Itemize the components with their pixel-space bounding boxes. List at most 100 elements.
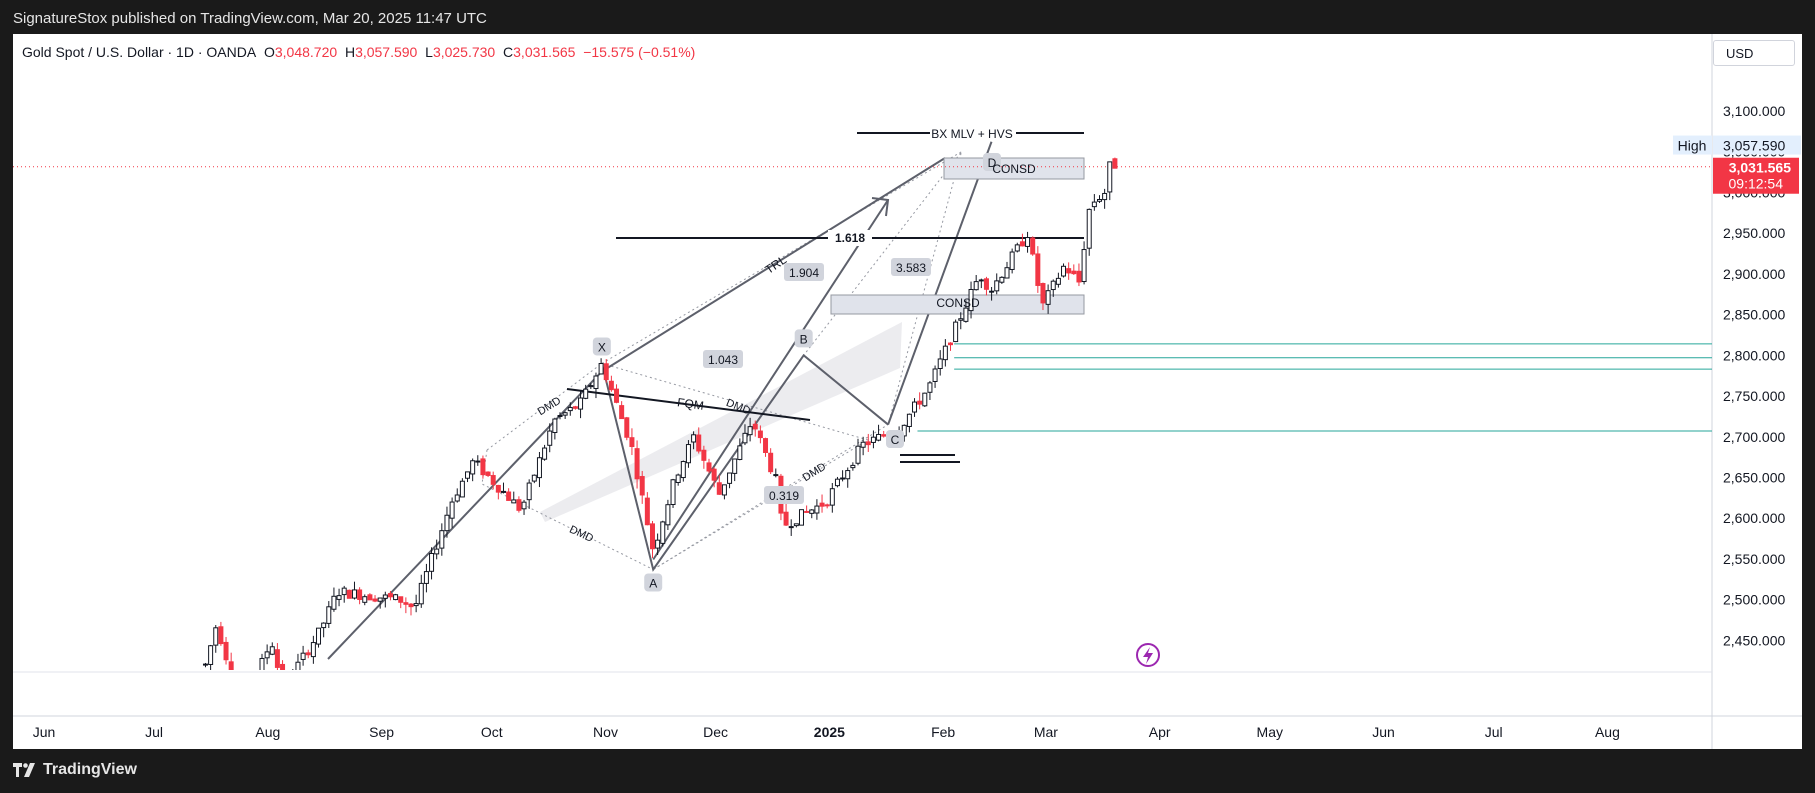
consd-box-mid[interactable] (830, 294, 1085, 315)
candle-up (953, 321, 959, 343)
candle-up (732, 458, 738, 474)
candle-up (1096, 199, 1102, 202)
candle-up (511, 499, 517, 504)
bx-label-bg (930, 124, 1016, 141)
candle-up (845, 470, 851, 480)
candle-up (665, 504, 671, 526)
candle-up (747, 426, 753, 436)
candle-down (701, 449, 707, 461)
candle-up (1009, 251, 1015, 270)
candle-down (716, 482, 722, 495)
candle-down (1019, 241, 1025, 247)
candle-up (901, 424, 907, 437)
candle-up (316, 627, 322, 645)
candle-up (264, 651, 270, 659)
xabc-legs (600, 353, 889, 572)
publish-header: SignatureStox published on TradingView.c… (0, 0, 1815, 34)
candle-up (855, 445, 861, 464)
candle-up (1045, 290, 1051, 305)
candle-up (912, 401, 918, 413)
candle-up (269, 646, 275, 655)
candle-up (255, 677, 259, 690)
pattern-point-badge[interactable] (592, 337, 611, 356)
candle-down (603, 363, 609, 381)
trend-line-lower (327, 370, 603, 660)
candle-up (1091, 201, 1097, 208)
pattern-point-label: A (649, 577, 657, 591)
x-tick-label: Jul (145, 724, 163, 740)
plot-area[interactable]: X A B C D 1.904 3.583 1.043 0.319 BX MLV + HVS CON… (13, 124, 1712, 711)
candle-up (721, 484, 727, 496)
high-value-bg (1713, 135, 1801, 155)
candle-down (398, 596, 404, 603)
y-tick-label: 2,700.000 (1723, 429, 1785, 445)
candle-down (387, 593, 393, 598)
candle-up (213, 627, 219, 646)
x-tick-label: Feb (931, 724, 955, 740)
candle-up (526, 482, 532, 501)
candle-up (937, 358, 943, 370)
cd-leg (887, 141, 993, 425)
high-tag-bg (1673, 135, 1712, 155)
candle-down (1071, 270, 1077, 275)
ratio-label: 1.904 (789, 266, 819, 280)
candle-up (788, 526, 794, 529)
symbol-name[interactable]: Gold Spot / U.S. Dollar · 1D · OANDA (22, 44, 257, 60)
ratio-badge[interactable] (891, 258, 931, 276)
candle-up (927, 382, 933, 393)
ratio-badge[interactable] (764, 486, 804, 504)
candle-up (542, 447, 548, 460)
candle-down (865, 441, 871, 446)
close-value: 3,031.565 (513, 44, 576, 60)
candle-up (500, 490, 506, 493)
candle-up (444, 514, 450, 532)
candle-up (691, 434, 697, 443)
candle-up (562, 412, 568, 416)
trend-line-upper (601, 157, 946, 373)
candle-down (752, 423, 758, 430)
ratio-badge[interactable] (784, 263, 824, 281)
candle-down (1030, 237, 1036, 255)
candle-up (598, 363, 604, 375)
chart-frame[interactable] (13, 34, 1802, 749)
candle-up (434, 548, 440, 555)
y-tick-label: 2,800.000 (1723, 347, 1785, 363)
open-value: 3,048.720 (274, 44, 338, 60)
tradingview-logo[interactable]: TradingView (13, 761, 137, 779)
candle-down (757, 430, 763, 439)
candle-down (804, 510, 810, 513)
candle-up (1081, 249, 1087, 283)
last-price-tag[interactable] (1713, 157, 1799, 194)
candle-down (274, 649, 280, 668)
candle-down (506, 491, 512, 501)
candle-down (367, 594, 373, 601)
candle-up (876, 433, 882, 441)
y-tick-label: 2,750.000 (1723, 388, 1785, 404)
candle-up (727, 472, 733, 484)
pattern-point-badge[interactable] (644, 573, 663, 592)
pattern-point-badge[interactable] (886, 430, 904, 448)
arrow-head (871, 197, 890, 217)
currency-selector[interactable]: USD (1713, 40, 1795, 66)
ratio-badge[interactable] (703, 350, 743, 368)
pattern-point-badge[interactable] (983, 153, 1001, 171)
candle-up (351, 589, 357, 599)
candle-up (250, 689, 254, 693)
candle-down (881, 434, 887, 437)
candle-up (300, 652, 306, 660)
pattern-point-badge[interactable] (794, 329, 813, 348)
candle-up (932, 368, 938, 382)
consd-box-top[interactable] (943, 157, 1085, 180)
y-tick-label: 2,650.000 (1723, 469, 1785, 485)
ratio-label: 1.043 (708, 353, 738, 367)
close-label: C (503, 44, 514, 60)
candle-down (490, 475, 496, 485)
projection-arrow (652, 199, 889, 561)
candle-up (475, 460, 481, 463)
candle-up (922, 392, 928, 407)
candle-up (973, 281, 979, 291)
candle-down (239, 691, 243, 706)
candle-down (408, 603, 414, 608)
candle-up (680, 461, 686, 479)
